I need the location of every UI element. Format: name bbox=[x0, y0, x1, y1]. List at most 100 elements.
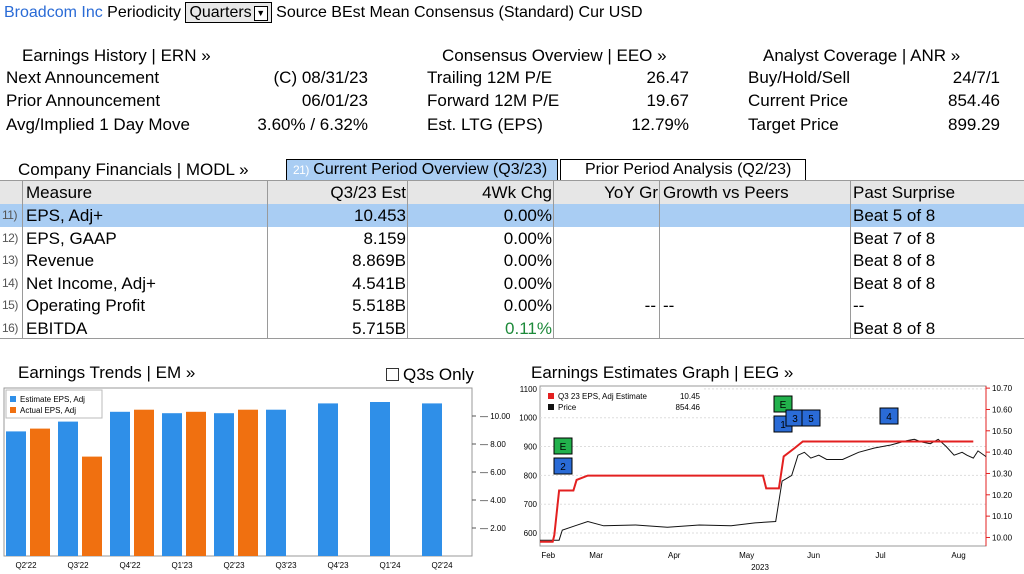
estimate-bar bbox=[214, 413, 234, 556]
table-row[interactable]: 12) EPS, GAAP 8.159 0.00% Beat 7 of 8 bbox=[0, 227, 1024, 250]
x-tick-label: Q4'23 bbox=[327, 561, 349, 570]
q3s-only-toggle[interactable]: Q3s Only bbox=[386, 365, 474, 385]
col-yoy[interactable]: YoY Gr bbox=[604, 183, 658, 202]
event-marker-label: 1 bbox=[780, 420, 786, 431]
co-label-ltg: Est. LTG (EPS) bbox=[427, 115, 543, 134]
row-number: 12) bbox=[2, 230, 18, 245]
actual-bar bbox=[238, 409, 258, 556]
right-tick-label: 10.70 bbox=[992, 384, 1013, 393]
legend-label-actual: Actual EPS, Adj bbox=[20, 406, 76, 415]
yoy-cell bbox=[554, 317, 656, 340]
left-tick-label: 600 bbox=[524, 529, 538, 538]
actual-bar bbox=[30, 428, 50, 556]
right-tick-label: 10.20 bbox=[992, 491, 1013, 500]
periodicity-value: Quarters bbox=[189, 4, 252, 21]
x-tick-label: Apr bbox=[668, 551, 681, 560]
y-tick-label: — 2.00 bbox=[480, 524, 506, 533]
measure-cell: EPS, Adj+ bbox=[26, 206, 104, 225]
price-line bbox=[540, 438, 987, 541]
x-tick-label: Q2'24 bbox=[431, 561, 453, 570]
periodicity-dropdown[interactable]: Quarters ▼ bbox=[185, 2, 272, 23]
event-marker bbox=[879, 407, 899, 425]
eh-value-prior: 06/01/23 bbox=[301, 91, 368, 110]
column-divider bbox=[659, 180, 660, 339]
table-row[interactable]: 16) EBITDA 5.715B 0.11% Beat 8 of 8 bbox=[0, 317, 1024, 340]
event-marker-label: E bbox=[780, 400, 787, 411]
source-label: Source bbox=[276, 4, 327, 21]
table-row[interactable]: 13) Revenue 8.869B 0.00% Beat 8 of 8 bbox=[0, 249, 1024, 272]
yoy-cell bbox=[554, 249, 656, 272]
surprise-cell: Beat 8 of 8 bbox=[853, 273, 936, 293]
legend-value-price: 854.46 bbox=[676, 403, 701, 412]
consensus-overview-title[interactable]: Consensus Overview | EEO » bbox=[442, 46, 667, 65]
estimate-cell: 10.453 bbox=[354, 206, 406, 225]
legend-value-estimate: 10.45 bbox=[680, 392, 701, 401]
earnings-trends-title[interactable]: Earnings Trends | EM » bbox=[18, 363, 196, 382]
earnings-history-title[interactable]: Earnings History | ERN » bbox=[22, 46, 211, 65]
event-marker-label: 3 bbox=[792, 414, 798, 425]
security-name[interactable]: Broadcom Inc bbox=[4, 4, 103, 21]
x-tick-label: Q1'24 bbox=[379, 561, 401, 570]
row-number: 11) bbox=[2, 208, 17, 222]
tab-current-num: 21) bbox=[293, 163, 309, 177]
column-divider bbox=[407, 180, 408, 339]
legend-label-estimate: Estimate EPS, Adj bbox=[20, 395, 85, 404]
row-number: 14) bbox=[2, 275, 18, 290]
measure-cell: EBITDA bbox=[26, 319, 88, 338]
change-cell: 0.00% bbox=[503, 251, 552, 271]
col-surprise[interactable]: Past Surprise bbox=[853, 183, 956, 202]
event-marker bbox=[801, 409, 821, 427]
left-tick-label: 900 bbox=[524, 443, 538, 452]
surprise-cell: Beat 5 of 8 bbox=[853, 206, 936, 225]
legend-box bbox=[5, 389, 103, 419]
currency-value[interactable]: USD bbox=[608, 4, 643, 21]
x-tick-label: Feb bbox=[541, 551, 555, 560]
earnings-trends-chart: — 2.00 — 4.00 — 6.00 — 8.00 — 10.00 Q2'22 Q3'2… bbox=[0, 384, 512, 574]
row-number: 13) bbox=[2, 253, 18, 268]
row-number: 15) bbox=[2, 298, 18, 313]
y-tick-label: — 10.00 bbox=[480, 412, 511, 421]
tab-prior-period[interactable]: Prior Period Analysis (Q2/23) bbox=[560, 159, 806, 181]
left-tick-label: 1100 bbox=[520, 385, 538, 394]
dropdown-arrow-icon[interactable]: ▼ bbox=[253, 6, 268, 21]
yoy-cell bbox=[554, 204, 656, 227]
co-label-forward: Forward 12M P/E bbox=[427, 91, 560, 110]
analyst-coverage-title[interactable]: Analyst Coverage | ANR » bbox=[763, 46, 961, 65]
ac-label-target: Target Price bbox=[748, 115, 839, 134]
financials-table: Measure Q3/23 Est 4Wk Chg YoY Gr Growth … bbox=[0, 180, 1024, 338]
earnings-graph-title[interactable]: Earnings Estimates Graph | EEG » bbox=[531, 363, 794, 382]
left-tick-label: 1000 bbox=[519, 414, 537, 423]
legend-swatch-estimate bbox=[10, 396, 16, 402]
col-peers[interactable]: Growth vs Peers bbox=[663, 183, 789, 202]
right-tick-label: 10.50 bbox=[992, 427, 1013, 436]
col-est[interactable]: Q3/23 Est bbox=[330, 183, 406, 202]
estimate-cell: 5.715B bbox=[352, 319, 406, 338]
x-tick-label: Jul bbox=[875, 551, 885, 560]
table-row[interactable]: 11) EPS, Adj+ 10.453 0.00% Beat 5 of 8 bbox=[0, 204, 1024, 227]
event-marker-label: 5 bbox=[808, 414, 814, 425]
source-value[interactable]: BEst Mean Consensus (Standard) bbox=[331, 4, 575, 21]
table-row[interactable]: 14) Net Income, Adj+ 4.541B 0.00% Beat 8 of … bbox=[0, 272, 1024, 295]
col-chg[interactable]: 4Wk Chg bbox=[482, 183, 552, 202]
eh-value-move: 3.60% / 6.32% bbox=[257, 115, 368, 134]
column-divider bbox=[553, 180, 554, 339]
left-tick-label: 700 bbox=[524, 500, 538, 509]
col-measure[interactable]: Measure bbox=[26, 183, 93, 202]
measure-cell: Revenue bbox=[26, 251, 95, 271]
estimate-bar bbox=[58, 421, 78, 556]
co-label-trailing: Trailing 12M P/E bbox=[427, 68, 553, 87]
checkbox-icon[interactable] bbox=[386, 368, 399, 381]
event-marker-label: 2 bbox=[560, 462, 566, 473]
right-tick-label: 10.10 bbox=[992, 512, 1013, 521]
ac-label-price: Current Price bbox=[748, 91, 849, 110]
legend-label-estimate: Q3 23 EPS, Adj Estimate bbox=[558, 392, 647, 401]
estimate-line bbox=[540, 440, 974, 543]
right-tick-label: 10.00 bbox=[992, 533, 1013, 542]
company-financials-title[interactable]: Company Financials | MODL » bbox=[18, 160, 249, 179]
eh-label-move: Avg/Implied 1 Day Move bbox=[6, 115, 190, 134]
yoy-cell bbox=[554, 272, 656, 295]
tab-current-period[interactable]: 21) Current Period Overview (Q3/23) bbox=[286, 159, 558, 181]
surprise-cell: -- bbox=[853, 296, 865, 316]
y-tick-label: — 8.00 bbox=[480, 440, 506, 449]
table-row[interactable]: 15) Operating Profit 5.518B 0.00% -- -- -- bbox=[0, 294, 1024, 317]
